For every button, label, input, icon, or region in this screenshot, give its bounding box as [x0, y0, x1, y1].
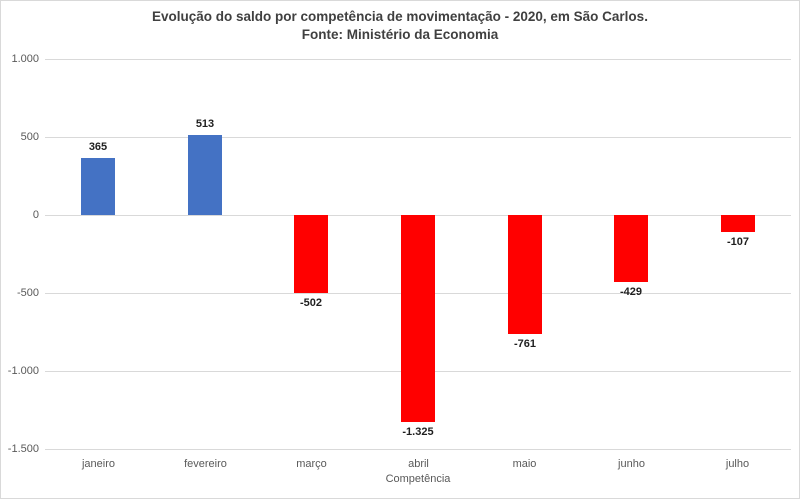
- bar: [721, 215, 755, 232]
- y-axis-tick-label: 500: [20, 131, 39, 143]
- y-axis-tick-label: -1.500: [7, 443, 39, 455]
- bar: [401, 215, 435, 422]
- chart-title: Evolução do saldo por competência de mov…: [152, 9, 648, 24]
- y-axis-tick-label: 1.000: [11, 53, 39, 65]
- bar-value-label: -761: [513, 338, 537, 350]
- gridline: [45, 59, 791, 60]
- chart-subtitle: Fonte: Ministério da Economia: [301, 27, 499, 42]
- x-axis-tick-label: março: [296, 458, 327, 470]
- x-axis-tick-label: fevereiro: [184, 458, 227, 470]
- bar: [294, 215, 328, 293]
- chart-title-block: Evolução do saldo por competência de mov…: [1, 8, 799, 44]
- y-axis-tick-label: -1.000: [7, 365, 39, 377]
- x-axis-tick-label: abril: [408, 458, 429, 470]
- gridline: [45, 449, 791, 450]
- x-axis-tick-label: julho: [725, 458, 750, 470]
- bar: [81, 158, 115, 215]
- bar: [508, 215, 542, 334]
- bar-value-label: -1.325: [402, 426, 434, 438]
- bar: [188, 135, 222, 215]
- bar-value-label: -107: [726, 236, 750, 248]
- x-axis-tick-label: junho: [618, 458, 645, 470]
- x-axis-title: Competência: [385, 473, 451, 485]
- bar-value-label: 513: [195, 118, 215, 130]
- bar-value-label: -429: [619, 286, 643, 298]
- bar-value-label: 365: [88, 141, 108, 153]
- y-axis-tick-label: 0: [32, 209, 39, 221]
- y-axis-tick-label: -500: [16, 287, 39, 299]
- x-axis-tick-label: janeiro: [81, 458, 116, 470]
- gridline: [45, 137, 791, 138]
- bar-value-label: -502: [299, 297, 323, 309]
- x-axis-tick-label: maio: [512, 458, 537, 470]
- bar: [614, 215, 648, 282]
